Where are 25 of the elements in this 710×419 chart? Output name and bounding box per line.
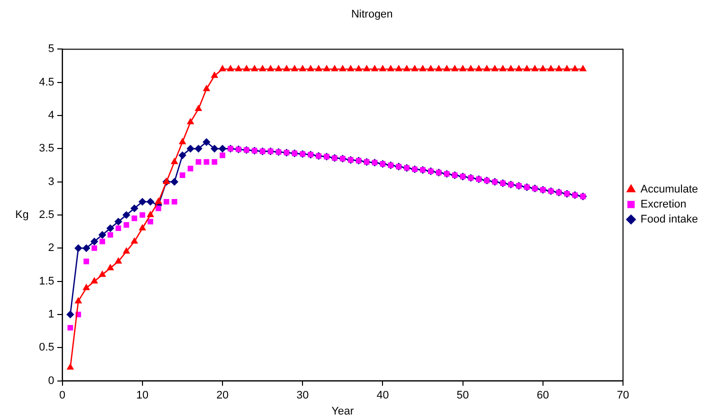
x-tick-label: 50 [456, 389, 469, 402]
x-tick-label: 70 [616, 389, 630, 402]
legend-label: Excretion [640, 198, 686, 211]
legend-label: Accumulate [640, 184, 698, 196]
x-axis-title: Year [332, 406, 354, 418]
x-tick-label: 40 [376, 389, 389, 402]
y-tick-label: 4 [48, 110, 54, 122]
y-tick-label: 3 [48, 176, 54, 188]
x-tick-label: 30 [296, 389, 309, 402]
y-tick-label: 4.5 [38, 76, 54, 88]
y-tick-label: 1 [48, 308, 54, 321]
y-tick-label: 3.5 [38, 142, 54, 155]
x-tick-label: 0 [59, 389, 66, 402]
y-tick-label: 0 [48, 374, 54, 387]
chart-title: Nitrogen [351, 8, 393, 21]
y-tick-label: 1.5 [38, 275, 54, 288]
x-tick-label: 60 [536, 389, 550, 402]
y-tick-label: 0.5 [38, 342, 54, 354]
y-tick-label: 2 [48, 242, 54, 254]
x-tick-label: 20 [216, 389, 229, 402]
y-tick-label: 5 [48, 43, 54, 56]
x-tick-label: 10 [136, 389, 149, 402]
legend-label: Food intake [640, 214, 698, 226]
y-tick-label: 2.5 [38, 209, 54, 222]
y-axis-title: Kg [15, 209, 29, 222]
